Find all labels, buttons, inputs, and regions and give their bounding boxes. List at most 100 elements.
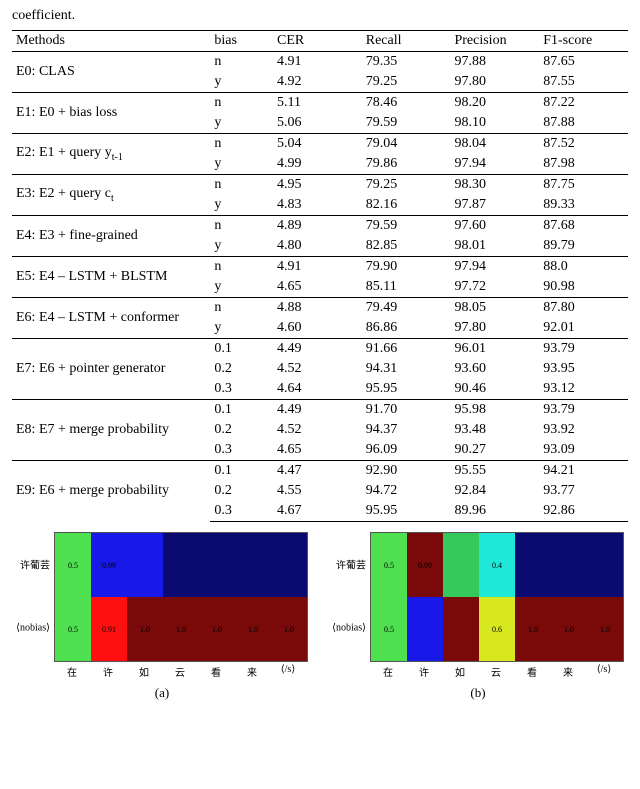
cell-cer: 4.91 (273, 257, 362, 278)
heatmap-xlabel: 云 (478, 664, 514, 679)
cell-bias: 0.1 (210, 400, 273, 421)
heatmap-b: 许葡芸⟨nobias⟩0.50.990.40.50.61.01.01.0在许如云… (328, 528, 628, 683)
cell-prec: 98.30 (450, 175, 539, 196)
cell-f1: 87.55 (539, 72, 628, 93)
cell-recall: 91.70 (362, 400, 451, 421)
heatmap-cell: 1.0 (235, 597, 271, 661)
table-row: E0: CLASn4.9179.3597.8887.65 (12, 52, 628, 73)
cell-prec: 93.48 (450, 420, 539, 440)
heatmap-xlabel: 来 (550, 664, 586, 679)
cell-cer: 4.49 (273, 400, 362, 421)
cell-prec: 98.01 (450, 236, 539, 257)
cell-bias: 0.1 (210, 461, 273, 482)
cell-prec: 93.60 (450, 359, 539, 379)
method-cell: E6: E4 – LSTM + conformer (12, 298, 210, 339)
cell-recall: 79.49 (362, 298, 451, 319)
heatmap-ylabel: ⟨nobias⟩ (332, 623, 366, 634)
method-cell: E8: E7 + merge probability (12, 400, 210, 461)
cell-prec: 97.94 (450, 257, 539, 278)
cell-bias: 0.2 (210, 359, 273, 379)
cell-f1: 87.75 (539, 175, 628, 196)
heatmap-cell (163, 533, 199, 597)
heatmap-cell: 0.5 (371, 533, 407, 597)
cell-bias: n (210, 175, 273, 196)
heatmap-cell (551, 533, 587, 597)
table-row: E2: E1 + query yt-1n5.0479.0498.0487.52 (12, 134, 628, 155)
results-table: MethodsbiasCERRecallPrecisionF1-score E0… (12, 30, 628, 522)
cell-prec: 92.84 (450, 481, 539, 501)
cell-prec: 97.94 (450, 154, 539, 175)
cell-f1: 87.68 (539, 216, 628, 237)
cell-prec: 90.27 (450, 440, 539, 461)
cell-f1: 93.79 (539, 400, 628, 421)
cell-cer: 4.91 (273, 52, 362, 73)
cell-recall: 86.86 (362, 318, 451, 339)
heatmap-xlabel: 如 (126, 664, 162, 679)
cell-f1: 92.01 (539, 318, 628, 339)
cell-cer: 4.99 (273, 154, 362, 175)
heatmap-xlabel: ⟨/s⟩ (586, 664, 622, 679)
cell-prec: 98.04 (450, 134, 539, 155)
cell-cer: 4.64 (273, 379, 362, 400)
cell-f1: 93.09 (539, 440, 628, 461)
heatmap-cell: 1.0 (163, 597, 199, 661)
cell-f1: 87.80 (539, 298, 628, 319)
cell-prec: 97.60 (450, 216, 539, 237)
cell-bias: 0.3 (210, 379, 273, 400)
cell-bias: 0.3 (210, 440, 273, 461)
cell-prec: 90.46 (450, 379, 539, 400)
heatmap-cell: 1.0 (587, 597, 623, 661)
cell-recall: 85.11 (362, 277, 451, 298)
heatmap-xlabel: 云 (162, 664, 198, 679)
cell-f1: 93.79 (539, 339, 628, 360)
heatmap-cell: 0.99 (407, 533, 443, 597)
table-row: E9: E6 + merge probability0.14.4792.9095… (12, 461, 628, 482)
cell-f1: 94.21 (539, 461, 628, 482)
cell-cer: 5.11 (273, 93, 362, 114)
col-header: bias (210, 31, 273, 52)
method-cell: E1: E0 + bias loss (12, 93, 210, 134)
cell-prec: 98.10 (450, 113, 539, 134)
heatmap-cell: 0.6 (479, 597, 515, 661)
cell-recall: 79.86 (362, 154, 451, 175)
method-cell: E3: E2 + query ct (12, 175, 210, 216)
cell-bias: y (210, 236, 273, 257)
heatmap-cell: 0.99 (91, 533, 127, 597)
cell-cer: 4.65 (273, 440, 362, 461)
heatmap-xlabel: 看 (514, 664, 550, 679)
cell-bias: n (210, 93, 273, 114)
heatmap-cell: 0.5 (55, 597, 91, 661)
table-row: E8: E7 + merge probability0.14.4991.7095… (12, 400, 628, 421)
heatmap-cell: 1.0 (551, 597, 587, 661)
cell-bias: n (210, 52, 273, 73)
cell-recall: 95.95 (362, 379, 451, 400)
table-row: E6: E4 – LSTM + conformern4.8879.4998.05… (12, 298, 628, 319)
cell-cer: 4.92 (273, 72, 362, 93)
heatmap-ylabel: 许葡芸 (20, 557, 50, 572)
caption-fragment: coefficient. (12, 8, 628, 24)
cell-f1: 87.88 (539, 113, 628, 134)
cell-f1: 89.79 (539, 236, 628, 257)
cell-recall: 94.37 (362, 420, 451, 440)
heatmap-xlabel: 如 (442, 664, 478, 679)
cell-f1: 93.12 (539, 379, 628, 400)
cell-cer: 4.52 (273, 359, 362, 379)
cell-cer: 4.47 (273, 461, 362, 482)
heatmap-xlabel: 许 (90, 664, 126, 679)
cell-recall: 94.31 (362, 359, 451, 379)
cell-f1: 87.22 (539, 93, 628, 114)
cell-recall: 96.09 (362, 440, 451, 461)
heatmap-a: 许葡芸⟨nobias⟩0.50.990.50.911.01.01.01.01.0… (12, 528, 312, 683)
cell-prec: 95.98 (450, 400, 539, 421)
cell-bias: n (210, 257, 273, 278)
cell-cer: 4.83 (273, 195, 362, 216)
cell-f1: 87.52 (539, 134, 628, 155)
heatmap-xlabel: 看 (198, 664, 234, 679)
cell-recall: 82.16 (362, 195, 451, 216)
heatmap-cell (127, 533, 163, 597)
col-header: Methods (12, 31, 210, 52)
heatmap-cell: 0.5 (55, 533, 91, 597)
cell-prec: 97.80 (450, 318, 539, 339)
cell-f1: 87.98 (539, 154, 628, 175)
cell-prec: 89.96 (450, 501, 539, 522)
